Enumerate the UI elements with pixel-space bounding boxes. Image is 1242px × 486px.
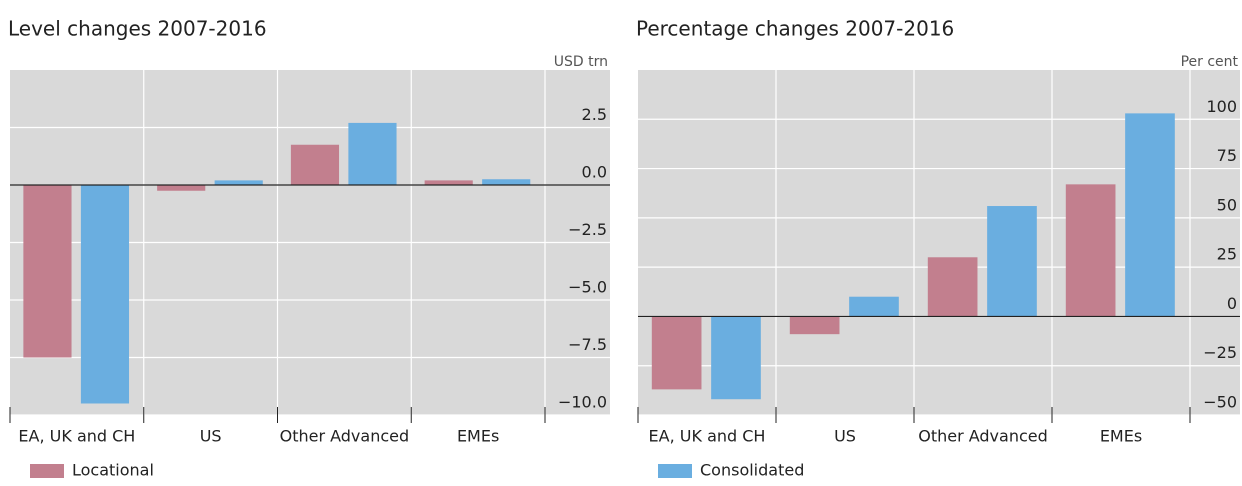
chart-title: Percentage changes 2007-2016 <box>636 17 954 41</box>
y-tick-label: 100 <box>1206 97 1237 116</box>
x-tick-label: US <box>200 427 222 446</box>
bar <box>214 180 263 185</box>
y-tick-label: 0 <box>1227 294 1237 313</box>
y-tick-label: −2.5 <box>568 220 607 239</box>
x-tick-label: Other Advanced <box>280 427 410 446</box>
bar <box>424 180 473 185</box>
legend-swatch <box>30 464 64 478</box>
series: Consolidated <box>80 122 531 404</box>
bar <box>651 316 702 390</box>
bar <box>290 144 340 185</box>
y-unit: Per cent <box>1181 54 1239 70</box>
y-tick-label: 2.5 <box>582 105 607 124</box>
x-tick-label: EMEs <box>457 427 499 446</box>
bar <box>711 316 761 400</box>
y-tick-label: 0.0 <box>582 163 607 182</box>
bar <box>1125 113 1175 317</box>
x-tick-label: EMEs <box>1100 427 1142 446</box>
y-tick-label: −50 <box>1203 393 1237 412</box>
y-tick-label: 25 <box>1217 245 1237 264</box>
series: Locational <box>651 184 1116 390</box>
bar <box>482 179 531 185</box>
chart-title: Level changes 2007-2016 <box>8 17 267 41</box>
series <box>23 144 473 358</box>
y-tick-label: −5.0 <box>568 278 607 297</box>
x-tick-label: EA, UK and CH <box>18 427 135 446</box>
bar <box>80 185 130 404</box>
y-tick-label: −25 <box>1203 343 1237 362</box>
legend-swatch <box>658 464 692 478</box>
legend-label: Locational <box>72 461 154 480</box>
y-unit: USD trn <box>554 54 608 70</box>
x-tick-label: US <box>834 427 856 446</box>
bar <box>23 185 72 358</box>
x-tick-label: EA, UK and CH <box>649 427 766 446</box>
x-tick-label: Other Advanced <box>918 427 1048 446</box>
bar <box>348 122 397 185</box>
legend-label: Consolidated <box>700 461 804 480</box>
bar <box>789 316 840 335</box>
bar <box>987 206 1037 317</box>
bar <box>927 257 978 317</box>
bar <box>1065 184 1116 317</box>
y-tick-label: −10.0 <box>558 393 607 412</box>
bar <box>849 296 899 317</box>
y-tick-label: −7.5 <box>568 335 607 354</box>
bar <box>157 185 206 191</box>
series <box>711 113 1175 400</box>
y-tick-label: 50 <box>1217 195 1237 214</box>
y-tick-label: 75 <box>1217 146 1237 165</box>
